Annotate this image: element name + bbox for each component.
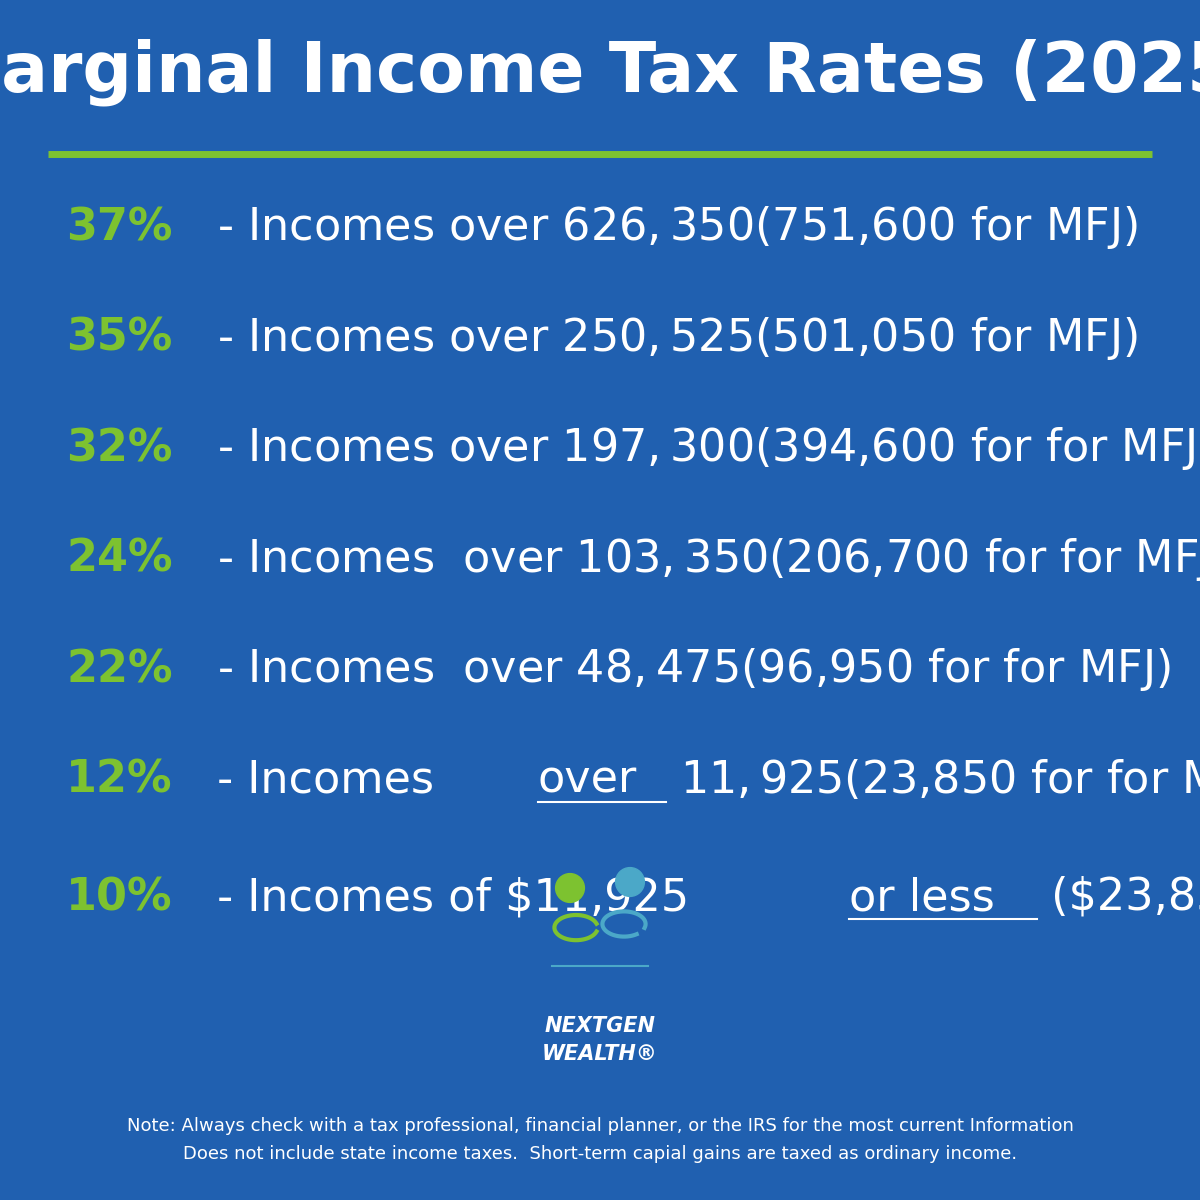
Text: - Incomes  over $103,350 ($206,700 for for MFJ): - Incomes over $103,350 ($206,700 for fo… xyxy=(204,535,1200,583)
Text: 22%: 22% xyxy=(66,648,173,691)
Text: $11,925 ($23,850 for for MFJ): $11,925 ($23,850 for for MFJ) xyxy=(666,756,1200,804)
Text: ($23,850 for for MFJ): ($23,850 for for MFJ) xyxy=(1037,876,1200,919)
Text: 24%: 24% xyxy=(66,538,173,581)
Text: - Incomes  over $48,475 ($96,950 for for MFJ): - Incomes over $48,475 ($96,950 for for … xyxy=(204,646,1171,694)
Text: over: over xyxy=(538,758,637,802)
Text: - Incomes over $197,300 ($394,600 for for MFJ): - Incomes over $197,300 ($394,600 for fo… xyxy=(203,425,1200,473)
Circle shape xyxy=(556,874,584,902)
Text: - Incomes over $626,350 ($751,600 for MFJ): - Incomes over $626,350 ($751,600 for MF… xyxy=(203,204,1138,252)
Text: or less: or less xyxy=(848,876,995,919)
Text: Note: Always check with a tax professional, financial planner, or the IRS for th: Note: Always check with a tax profession… xyxy=(126,1116,1074,1135)
Text: - Incomes over $250,525 ($501,050 for MFJ): - Incomes over $250,525 ($501,050 for MF… xyxy=(203,314,1138,362)
Text: 35%: 35% xyxy=(66,317,173,360)
Text: NEXTGEN: NEXTGEN xyxy=(545,1016,655,1036)
Text: Marginal Income Tax Rates (2025): Marginal Income Tax Rates (2025) xyxy=(0,38,1200,106)
Text: - Incomes: - Incomes xyxy=(204,758,463,802)
Text: 32%: 32% xyxy=(66,427,173,470)
Text: WEALTH®: WEALTH® xyxy=(542,1044,658,1063)
Text: - Incomes of $11,925: - Incomes of $11,925 xyxy=(204,876,703,919)
Text: 12%: 12% xyxy=(66,758,173,802)
Text: 37%: 37% xyxy=(66,206,173,250)
Text: 10%: 10% xyxy=(66,876,173,919)
Text: Does not include state income taxes.  Short-term capial gains are taxed as ordin: Does not include state income taxes. Sho… xyxy=(182,1145,1018,1164)
Circle shape xyxy=(616,868,644,896)
